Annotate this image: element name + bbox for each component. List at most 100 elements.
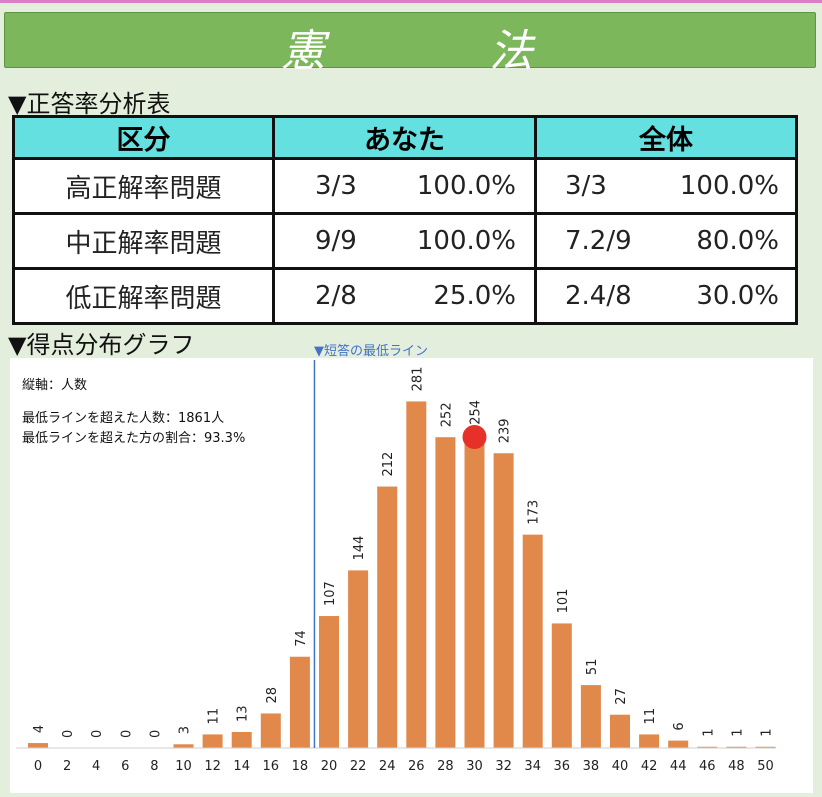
all-cell: 7.2/9 80.0% [534, 212, 798, 270]
x-tick-label: 28 [437, 759, 454, 774]
subject-title-char-2: 法 [489, 26, 535, 77]
data-label: 0 [148, 730, 163, 738]
bar [580, 685, 601, 748]
bar [493, 453, 514, 748]
x-tick-label: 0 [34, 759, 42, 774]
data-label: 254 [469, 400, 484, 425]
all-count: 7.2/9 [565, 226, 632, 256]
data-label: 0 [119, 730, 134, 738]
x-tick-label: 14 [233, 759, 250, 774]
you-cell: 3/3 100.0% [272, 157, 537, 215]
bar [755, 746, 776, 748]
bar [406, 401, 427, 748]
x-tick-label: 48 [728, 759, 745, 774]
bar [231, 731, 252, 748]
x-tick-label: 22 [350, 759, 367, 774]
column-header-you: あなた [272, 115, 537, 160]
data-label: 28 [265, 687, 280, 704]
data-label: 239 [498, 418, 513, 443]
you-count: 3/3 [315, 171, 357, 201]
table-row: 高正解率問題 3/3 100.0% 3/3 100.0% [12, 157, 798, 215]
analysis-table: 区分 あなた 全体 高正解率問題 3/3 100.0% 3/3 100.0% 中… [12, 115, 798, 325]
table-row: 中正解率問題 9/9 100.0% 7.2/9 80.0% [12, 212, 798, 270]
y-axis-note: 縦軸：人数 [22, 378, 88, 393]
data-label: 13 [236, 705, 251, 722]
bar [522, 534, 543, 748]
distribution-heading: ▼得点分布グラフ [8, 331, 195, 359]
all-count: 3/3 [565, 171, 607, 201]
data-label: 27 [614, 688, 629, 705]
you-count: 2/8 [315, 281, 357, 311]
all-cell: 2.4/8 30.0% [534, 267, 798, 325]
column-header-all: 全体 [534, 115, 798, 160]
x-tick-label: 4 [92, 759, 100, 774]
x-tick-label: 30 [466, 759, 483, 774]
bar [551, 623, 572, 748]
x-tick-label: 2 [63, 759, 71, 774]
you-percent: 100.0% [416, 226, 516, 256]
x-tick-label: 8 [150, 759, 158, 774]
x-tick-label: 12 [204, 759, 221, 774]
bar [610, 714, 630, 748]
all-cell: 3/3 100.0% [534, 157, 798, 215]
x-tick-label: 26 [408, 759, 425, 774]
bar [28, 743, 48, 748]
chart-canvas: 4002040608310111213142816741810720144222… [16, 360, 776, 774]
row-label: 低正解率問題 [12, 267, 275, 325]
bar [377, 486, 398, 748]
data-label: 0 [90, 730, 105, 738]
all-percent: 100.0% [679, 171, 779, 201]
bar [348, 570, 369, 748]
top-accent-line [0, 0, 822, 3]
x-tick-label: 42 [641, 759, 658, 774]
data-label: 1 [730, 728, 745, 736]
data-label: 0 [61, 730, 76, 738]
bar [319, 616, 339, 748]
bar [697, 746, 718, 748]
x-tick-label: 44 [670, 759, 687, 774]
bar [289, 656, 310, 748]
you-cell: 9/9 100.0% [272, 212, 537, 270]
data-label: 173 [527, 500, 542, 525]
x-tick-label: 34 [524, 759, 541, 774]
data-label: 1 [760, 728, 775, 736]
you-percent: 25.0% [433, 281, 516, 311]
x-tick-label: 40 [612, 759, 629, 774]
row-label: 高正解率問題 [12, 157, 275, 215]
x-tick-label: 36 [554, 759, 571, 774]
you-cell: 2/8 25.0% [272, 267, 537, 325]
data-label: 51 [585, 659, 600, 676]
data-label: 1 [701, 728, 716, 736]
all-percent: 80.0% [696, 226, 779, 256]
above-line-count-note: 最低ラインを超えた人数：1861人 [22, 411, 225, 426]
all-count: 2.4/8 [565, 281, 632, 311]
your-score-marker [462, 425, 487, 449]
x-tick-label: 6 [121, 759, 129, 774]
data-label: 252 [439, 402, 454, 427]
bar [173, 744, 194, 748]
x-tick-label: 46 [699, 759, 716, 774]
table-row: 低正解率問題 2/8 25.0% 2.4/8 30.0% [12, 267, 798, 325]
x-tick-label: 32 [495, 759, 512, 774]
data-label: 6 [672, 722, 687, 730]
subject-title-bar: 憲 法 [4, 12, 816, 77]
x-tick-label: 20 [321, 759, 338, 774]
subject-title-char-1: 憲 [281, 26, 327, 77]
minimum-line-label: ▼短答の最低ライン [314, 344, 428, 359]
score-distribution-chart: 縦軸：人数 最低ラインを超えた人数：1861人 最低ラインを超えた方の割合：93… [10, 358, 813, 793]
data-label: 101 [556, 589, 571, 614]
data-label: 281 [410, 367, 425, 392]
data-label: 11 [643, 708, 658, 725]
x-tick-label: 24 [379, 759, 396, 774]
above-line-ratio-note: 最低ラインを超えた方の割合：93.3% [22, 431, 246, 446]
data-label: 74 [294, 630, 309, 647]
bar [260, 713, 281, 748]
bar [202, 734, 223, 748]
x-tick-label: 16 [263, 759, 280, 774]
you-count: 9/9 [315, 226, 357, 256]
data-label: 107 [323, 581, 338, 606]
x-tick-label: 18 [292, 759, 309, 774]
data-label: 144 [352, 536, 367, 561]
bar [464, 434, 485, 748]
bar [639, 734, 660, 748]
